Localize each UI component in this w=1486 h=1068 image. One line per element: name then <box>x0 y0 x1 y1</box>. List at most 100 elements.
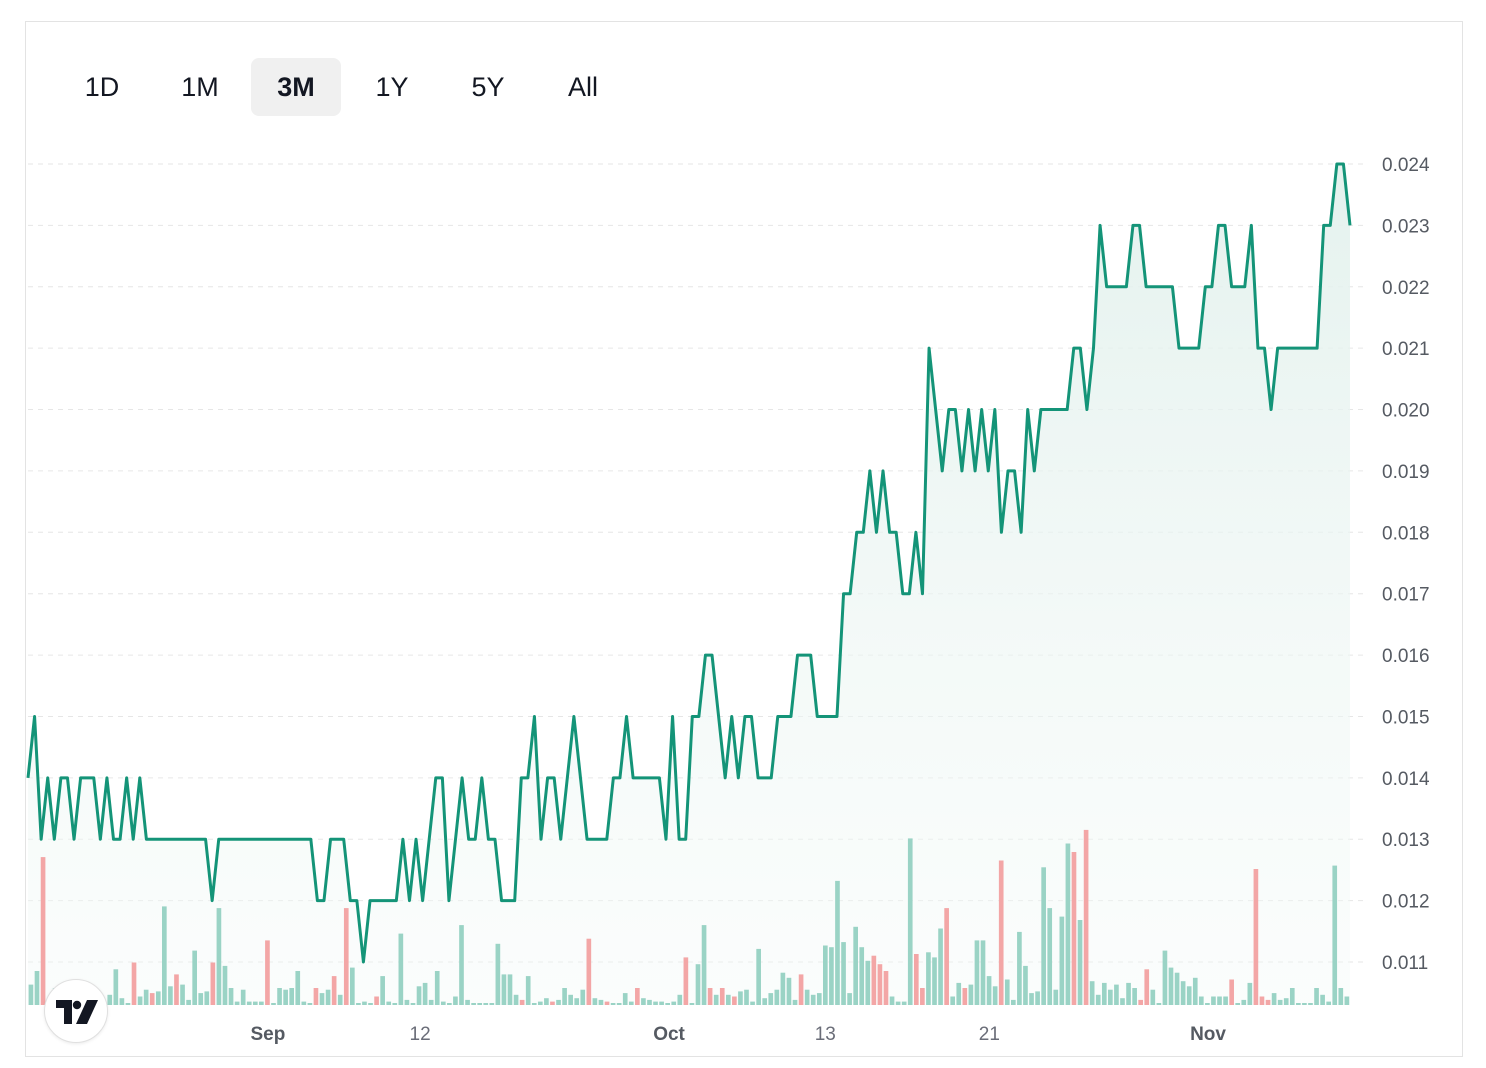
volume-bar <box>459 925 464 1005</box>
y-tick-label: 0.012 <box>1382 892 1430 913</box>
volume-bar <box>1198 996 1204 1005</box>
volume-bar <box>240 989 246 1005</box>
volume-bar <box>313 988 319 1005</box>
volume-bar <box>992 986 998 1005</box>
volume-bar <box>1253 869 1259 1005</box>
volume-bar <box>386 1001 392 1005</box>
volume-bar <box>841 942 846 1005</box>
volume-bar <box>1277 999 1283 1005</box>
volume-bar <box>1265 999 1271 1005</box>
volume-bar <box>1108 989 1113 1005</box>
volume-bar <box>489 1003 495 1005</box>
volume-bar <box>1296 1003 1301 1005</box>
volume-bar <box>1289 988 1295 1005</box>
volume-bar <box>665 1003 670 1005</box>
volume-bar <box>131 962 137 1005</box>
volume-bar <box>1101 982 1107 1005</box>
volume-bar <box>1035 991 1040 1005</box>
volume-bar <box>162 906 167 1005</box>
volume-bar <box>1205 1003 1210 1005</box>
volume-bar <box>271 1003 276 1005</box>
volume-bar <box>592 998 598 1005</box>
tradingview-logo-icon <box>56 1000 98 1024</box>
volume-bar <box>1259 996 1265 1005</box>
tab-5y[interactable]: 5Y <box>471 72 505 102</box>
volume-bar <box>622 993 628 1005</box>
volume-bar <box>1223 996 1228 1005</box>
tab-all[interactable]: All <box>567 72 598 102</box>
volume-bar <box>137 996 143 1005</box>
volume-bar <box>525 976 531 1005</box>
volume-bar <box>143 989 149 1005</box>
tab-1d[interactable]: 1D <box>84 72 120 102</box>
x-tick-label: Sep <box>251 1024 286 1045</box>
tradingview-logo[interactable] <box>44 979 108 1043</box>
volume-bar <box>246 1001 252 1005</box>
price-area-fill <box>28 164 1350 1005</box>
volume-bar <box>544 998 549 1005</box>
volume-bar <box>810 994 816 1005</box>
volume-bar <box>168 986 173 1005</box>
volume-bar <box>519 999 525 1005</box>
volume-bar <box>871 955 877 1005</box>
volume-bar <box>34 971 40 1005</box>
range-tabs: 1D 1M 3M 1Y 5Y All <box>55 58 633 116</box>
volume-bar <box>1011 999 1016 1005</box>
volume-bar <box>374 996 379 1005</box>
volume-bar <box>1077 920 1083 1005</box>
volume-bar <box>149 993 155 1005</box>
volume-bar <box>913 954 919 1005</box>
volume-bar <box>920 988 925 1005</box>
volume-bar <box>40 857 46 1005</box>
volume-bar <box>859 947 865 1005</box>
volume-bar <box>732 996 737 1005</box>
volume-bar <box>604 1001 610 1005</box>
price-area <box>28 164 1350 1005</box>
volume-bar <box>125 1003 131 1005</box>
volume-bar <box>695 964 701 1005</box>
volume-bar <box>713 994 719 1005</box>
volume-bar <box>1041 867 1046 1005</box>
volume-bar <box>107 994 113 1005</box>
volume-bar <box>259 1001 264 1005</box>
volume-bar <box>216 908 222 1005</box>
volume-bar <box>155 991 161 1005</box>
volume-bar <box>350 967 355 1005</box>
volume-bar <box>289 988 295 1005</box>
y-tick-label: 0.015 <box>1382 707 1430 728</box>
volume-bar <box>483 1003 489 1005</box>
x-tick-label: Oct <box>653 1024 685 1045</box>
volume-bar <box>325 989 331 1005</box>
volume-bar <box>901 1001 907 1005</box>
volume-bar <box>119 998 125 1005</box>
volume-bar <box>265 940 270 1005</box>
volume-bar <box>1132 988 1137 1005</box>
tab-1y[interactable]: 1Y <box>375 72 409 102</box>
volume-bar <box>580 989 586 1005</box>
volume-bar <box>1138 999 1144 1005</box>
volume-bar <box>962 988 968 1005</box>
volume-bar <box>180 984 185 1005</box>
volume-bar <box>1332 865 1338 1005</box>
volume-bars <box>28 829 1350 1005</box>
volume-bar <box>210 962 216 1005</box>
volume-bar <box>410 1003 416 1005</box>
volume-bar <box>174 974 179 1005</box>
y-tick-label: 0.014 <box>1382 769 1430 790</box>
volume-bar <box>28 984 34 1005</box>
tab-1m[interactable]: 1M <box>181 72 219 102</box>
volume-bar <box>762 998 768 1005</box>
volume-bar <box>453 996 458 1005</box>
volume-bar <box>598 999 604 1005</box>
volume-bar <box>701 925 707 1005</box>
volume-bar <box>725 994 731 1005</box>
volume-bar <box>950 996 956 1005</box>
volume-bar <box>938 928 943 1005</box>
volume-bar <box>447 1003 452 1005</box>
volume-bar <box>1302 1003 1307 1005</box>
tab-3m[interactable]: 3M <box>251 58 341 116</box>
volume-bar <box>823 945 828 1005</box>
volume-bar <box>416 986 422 1005</box>
y-tick-label: 0.020 <box>1382 401 1430 422</box>
